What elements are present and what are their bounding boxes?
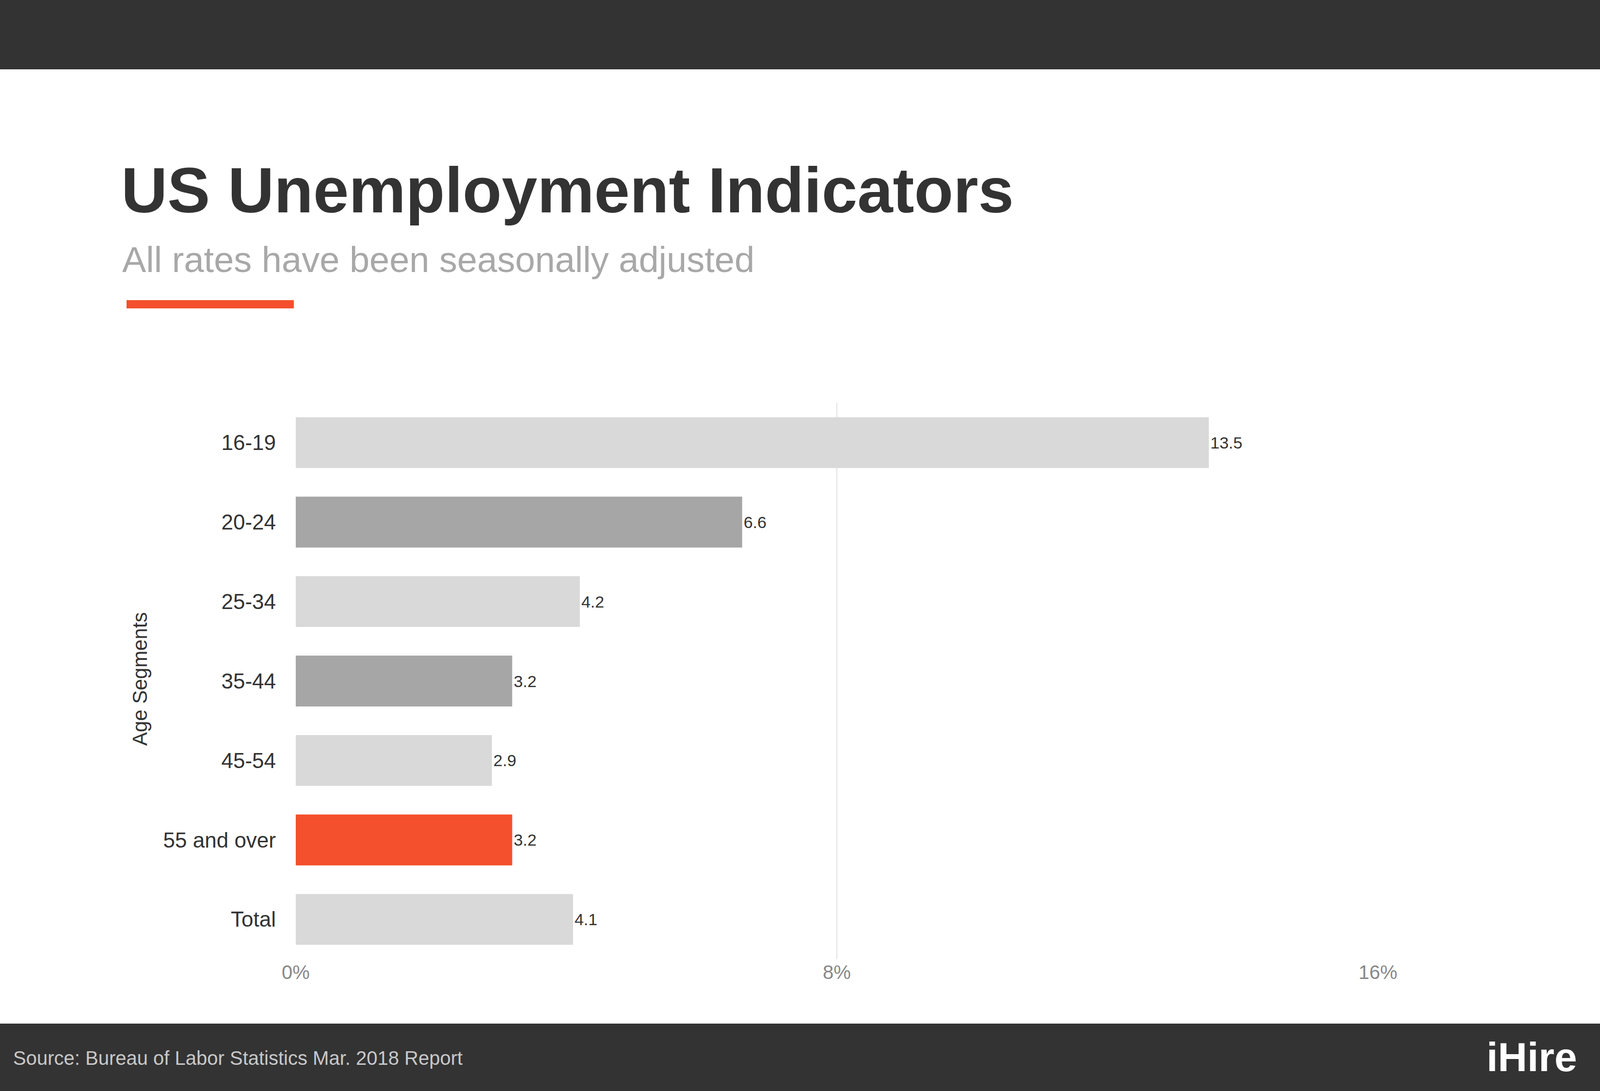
svg-text:3.2: 3.2 [513,672,537,691]
svg-text:4.2: 4.2 [581,592,605,611]
svg-text:2.9: 2.9 [493,751,517,770]
svg-text:Total: Total [230,907,276,931]
svg-text:16-19: 16-19 [221,430,276,455]
svg-text:Source: Bureau of Labor Statis: Source: Bureau of Labor Statistics Mar. … [13,1047,463,1069]
svg-text:16%: 16% [1358,961,1398,983]
svg-text:13.5: 13.5 [1210,433,1243,452]
svg-text:3.2: 3.2 [513,830,537,849]
svg-text:US Unemployment Indicators: US Unemployment Indicators [121,154,1014,226]
svg-text:25-34: 25-34 [221,589,276,614]
svg-text:All rates have been seasonally: All rates have been seasonally adjusted [122,239,755,280]
svg-text:iHire: iHire [1486,1034,1578,1080]
svg-text:55 and over: 55 and over [163,828,276,852]
svg-text:45-54: 45-54 [221,748,276,773]
svg-text:8%: 8% [822,961,851,983]
svg-text:6.6: 6.6 [743,512,767,532]
svg-text:0%: 0% [281,961,310,983]
svg-text:4.1: 4.1 [574,910,598,929]
svg-text:20-24: 20-24 [221,510,276,534]
svg-text:Age Segments: Age Segments [128,611,152,746]
svg-text:35-44: 35-44 [221,669,276,693]
